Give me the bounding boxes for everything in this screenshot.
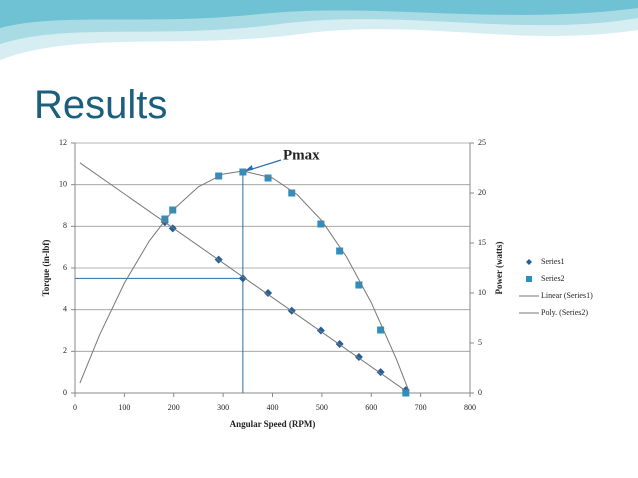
y-tick-label: 8 <box>63 221 67 230</box>
x-tick-label: 400 <box>267 403 279 412</box>
point <box>355 281 363 289</box>
legend-label: Series1 <box>541 257 565 266</box>
y-tick-label: 2 <box>63 346 67 355</box>
x-axis-label: Angular Speed (RPM) <box>230 419 316 429</box>
point <box>264 174 272 182</box>
point <box>377 326 385 334</box>
x-tick-label: 500 <box>316 403 328 412</box>
y-tick-label: 4 <box>63 304 67 313</box>
y-tick-label: 12 <box>59 138 67 147</box>
x-tick-label: 100 <box>118 403 130 412</box>
legend-label: Series2 <box>541 274 565 283</box>
legend-swatch <box>526 259 532 265</box>
y2-tick-label: 10 <box>478 288 486 297</box>
y-tick-label: 10 <box>59 179 67 188</box>
y2-tick-label: 5 <box>478 338 482 347</box>
x-tick-label: 700 <box>415 403 427 412</box>
header-decoration <box>0 0 638 60</box>
x-tick-label: 300 <box>217 403 229 412</box>
x-tick-label: 200 <box>168 403 180 412</box>
slide-title: Results <box>34 83 167 127</box>
x-tick-label: 600 <box>365 403 377 412</box>
legend-swatch <box>526 276 532 282</box>
point <box>317 220 325 228</box>
y2-tick-label: 0 <box>478 388 482 397</box>
point <box>239 168 247 176</box>
y-tick-label: 6 <box>63 263 67 272</box>
point <box>238 274 247 283</box>
y2-tick-label: 20 <box>478 188 486 197</box>
point <box>161 215 169 223</box>
y2-tick-label: 25 <box>478 138 486 147</box>
legend-label: Poly. (Series2) <box>541 308 588 317</box>
y2-tick-label: 15 <box>478 238 486 247</box>
trendline <box>79 162 407 392</box>
point <box>336 247 344 255</box>
x-tick-label: 800 <box>464 403 476 412</box>
annotation: Pmax <box>283 147 320 163</box>
x-tick-label: 0 <box>73 403 77 412</box>
arrow-head <box>244 165 253 171</box>
y-tick-label: 0 <box>63 388 67 397</box>
wave <box>0 0 638 28</box>
point <box>402 389 410 397</box>
trendline <box>79 170 409 390</box>
y-axis-label: Torque (in-lbf) <box>41 240 51 297</box>
y2-axis-label: Power (watts) <box>494 241 504 294</box>
point <box>264 289 273 297</box>
legend-label: Linear (Series1) <box>541 291 593 300</box>
chart: 0 2 4 6 8 10 12 0 5 10 15 20 25 0 100 200 300 400 500 600 70… <box>41 138 593 429</box>
point <box>288 189 296 197</box>
